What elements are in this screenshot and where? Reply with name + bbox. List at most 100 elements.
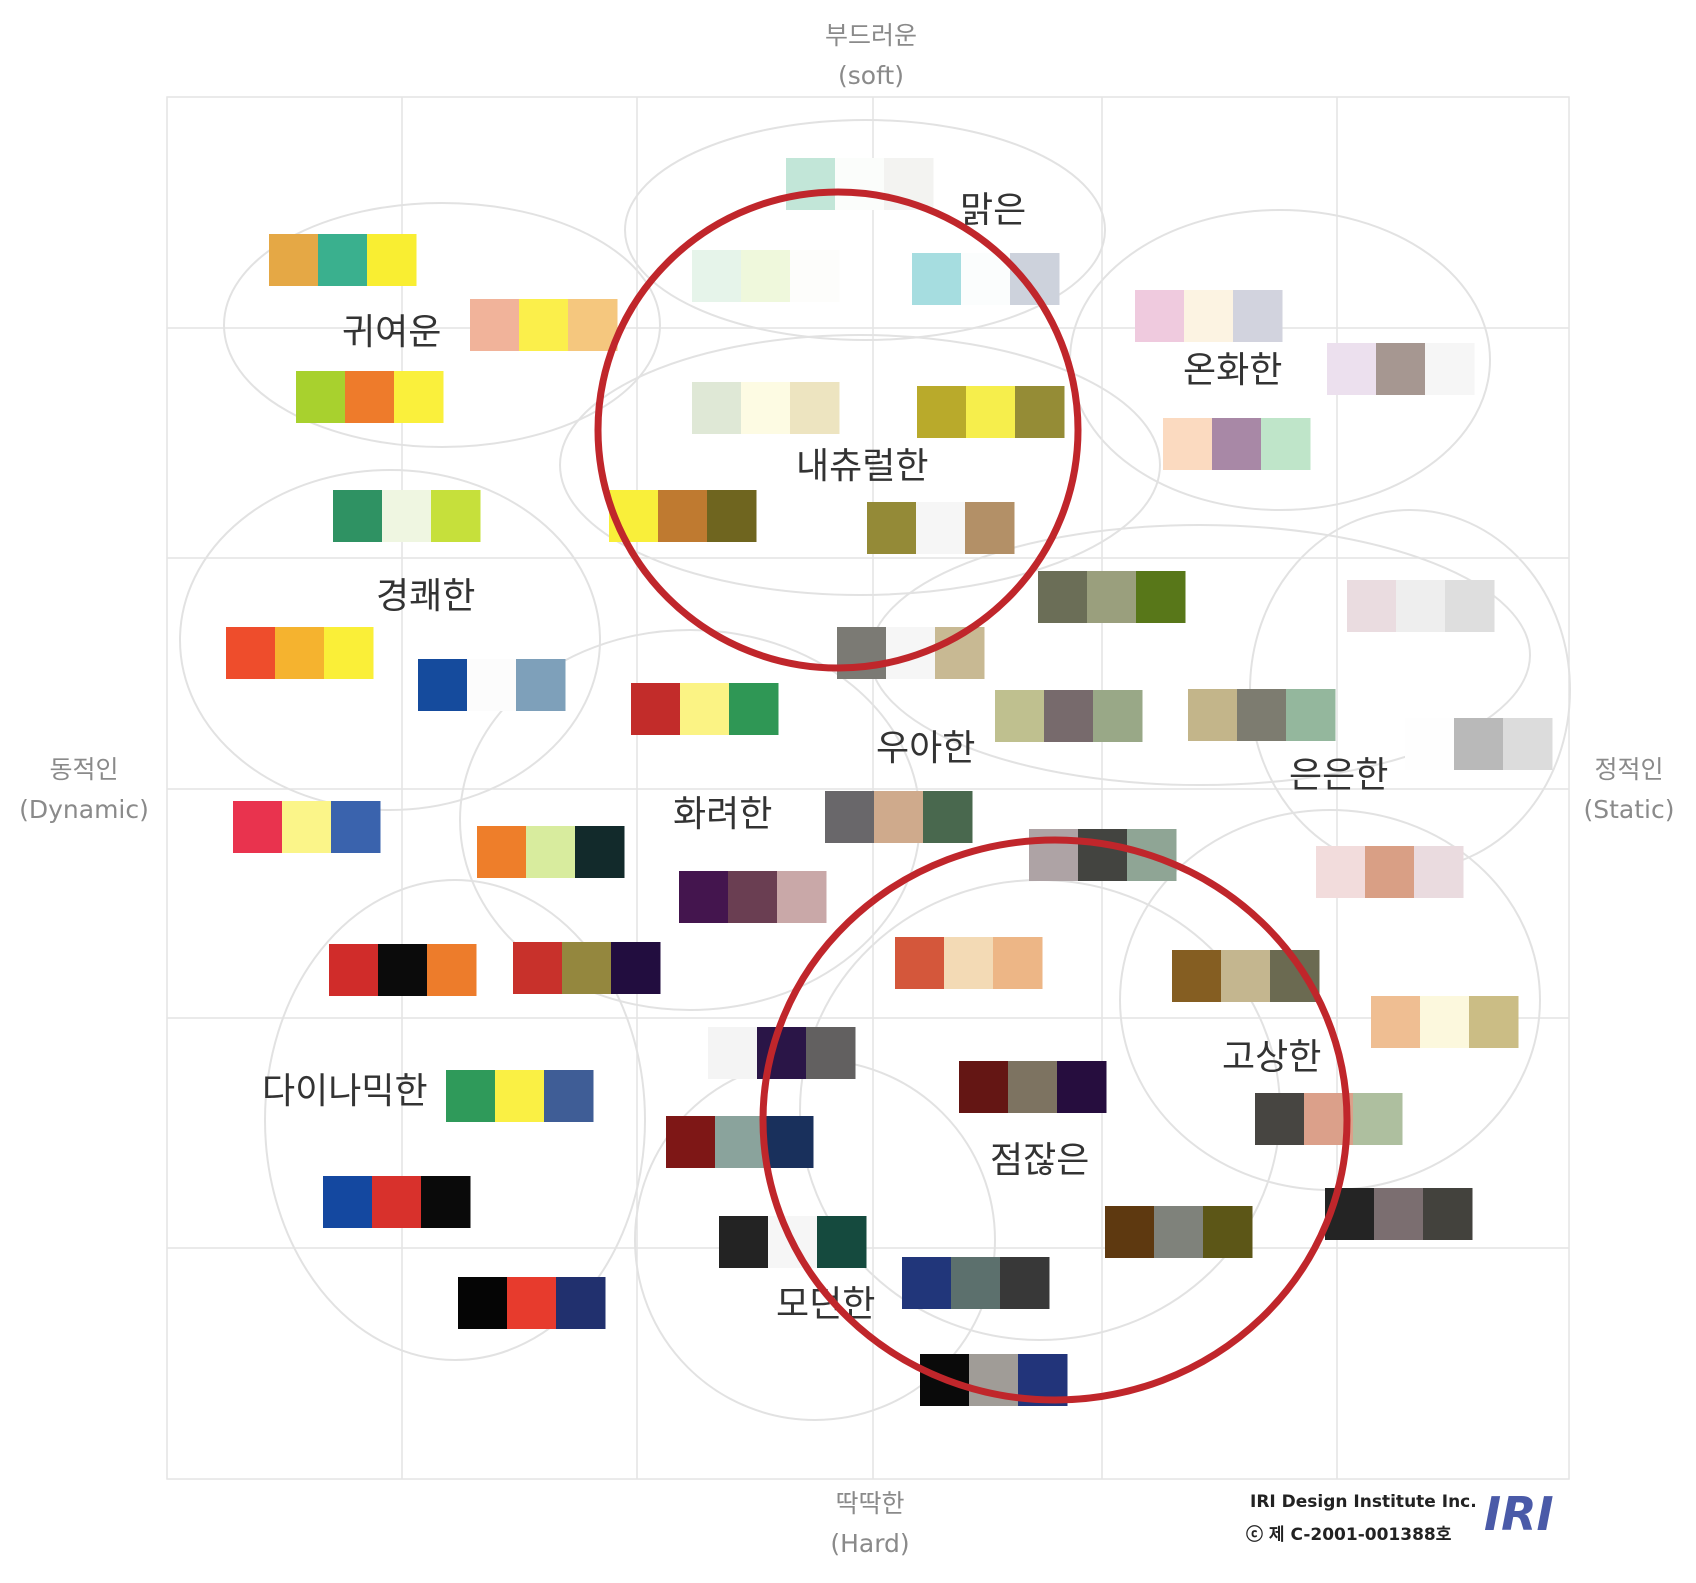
color-swatch [961, 253, 1011, 305]
color-swatch [806, 1027, 856, 1079]
palette-p39 [666, 1116, 814, 1168]
color-swatch [1212, 418, 1262, 470]
palette-p26 [825, 791, 973, 843]
color-swatch [421, 1176, 471, 1228]
palette-p23 [1405, 718, 1553, 770]
color-swatch [944, 937, 994, 989]
palette-p21 [995, 690, 1143, 742]
color-swatch [1078, 829, 1128, 881]
color-swatch [516, 659, 566, 711]
color-swatch [867, 502, 917, 554]
category-cute-label: 귀여운 [342, 312, 441, 353]
color-swatch [544, 1070, 594, 1122]
palette-p08 [1327, 343, 1475, 395]
palette-p31 [513, 942, 661, 994]
color-swatch [1423, 1188, 1473, 1240]
color-swatch [995, 690, 1045, 742]
color-swatch [1255, 1093, 1305, 1145]
color-swatch [707, 490, 757, 542]
color-swatch [719, 1216, 769, 1268]
color-swatch [680, 683, 730, 735]
color-swatch [318, 234, 368, 286]
color-swatch [431, 490, 481, 542]
color-swatch [1445, 580, 1495, 632]
color-swatch [1135, 290, 1185, 342]
color-swatch [825, 791, 875, 843]
palette-p32 [895, 937, 1043, 989]
color-swatch [372, 1176, 422, 1228]
palette-p25 [477, 826, 625, 878]
color-swatch [378, 944, 428, 996]
color-swatch [446, 1070, 496, 1122]
category-warm-label: 온화한 [1183, 350, 1282, 391]
color-swatch [692, 250, 742, 302]
color-swatch [568, 299, 618, 351]
highlight-circle-dignified [759, 836, 1351, 1404]
color-swatch [1316, 846, 1366, 898]
category-natural-label: 내츄럴한 [796, 446, 928, 487]
color-swatch [1327, 343, 1377, 395]
color-swatch [912, 253, 962, 305]
color-swatch [269, 234, 319, 286]
palette-p29 [679, 871, 827, 923]
color-swatch [1015, 386, 1065, 438]
color-swatch [835, 158, 885, 210]
color-swatch [1233, 290, 1283, 342]
cluster-cute-outline [223, 202, 661, 448]
cluster-natural-outline [559, 334, 1161, 596]
color-swatch [715, 1116, 765, 1168]
color-swatch [1008, 1061, 1058, 1113]
category-lively-label: 경쾌한 [376, 576, 475, 617]
color-swatch [324, 627, 374, 679]
palette-p07 [1135, 290, 1283, 342]
palette-p34 [1371, 996, 1519, 1048]
color-swatch [902, 1257, 952, 1309]
palette-p18 [418, 659, 566, 711]
category-dynamic-label: 다이나믹한 [262, 1071, 428, 1112]
axis-top-ko: 부드러운 [825, 21, 917, 50]
category-labels: 맑은 귀여운 온화한 내츄럴한 경쾌한 우아한 은은한 화려한 고상한 다이나믹… [262, 190, 1388, 1325]
color-swatch [470, 299, 520, 351]
color-swatch [916, 502, 966, 554]
color-swatch [467, 659, 517, 711]
color-swatch [786, 158, 836, 210]
palette-p03 [912, 253, 1060, 305]
color-swatch [1353, 1093, 1403, 1145]
color-swatch [1261, 418, 1311, 470]
axis-right-en: (Static) [1584, 795, 1675, 824]
cluster-lively-outline [179, 469, 601, 811]
color-swatch [1203, 1206, 1253, 1258]
credit-registration: ⓒ 제 C-2001-001388호 [1246, 1524, 1452, 1545]
color-swatch [666, 1116, 716, 1168]
color-swatch [1414, 846, 1464, 898]
color-swatch [777, 871, 827, 923]
color-swatch [519, 299, 569, 351]
color-swatch [331, 801, 381, 853]
color-swatch [1425, 343, 1475, 395]
color-swatch [1221, 950, 1271, 1002]
palette-p28 [1316, 846, 1464, 898]
color-swatch [790, 250, 840, 302]
color-swatch [1136, 571, 1186, 623]
color-swatch [507, 1277, 557, 1329]
color-swatch [1454, 718, 1504, 770]
palette-p37 [446, 1070, 594, 1122]
credit: IRI Design Institute Inc. ⓒ 제 C-2001-001… [1246, 1487, 1554, 1545]
color-swatch [1154, 1206, 1204, 1258]
category-subtle-label: 은은한 [1289, 755, 1388, 796]
color-swatch [226, 627, 276, 679]
palette-p17 [226, 627, 374, 679]
color-swatch [1503, 718, 1553, 770]
color-swatch [1420, 996, 1470, 1048]
color-swatch [1237, 689, 1287, 741]
color-swatch [917, 386, 967, 438]
color-swatch [382, 490, 432, 542]
color-swatch [513, 942, 563, 994]
palette-p44 [902, 1257, 1050, 1309]
palette-p24 [233, 801, 381, 853]
highlight-circles [594, 188, 1351, 1404]
iri-logo: IRI [1484, 1487, 1554, 1541]
color-swatch [708, 1027, 758, 1079]
palette-p14 [867, 502, 1015, 554]
